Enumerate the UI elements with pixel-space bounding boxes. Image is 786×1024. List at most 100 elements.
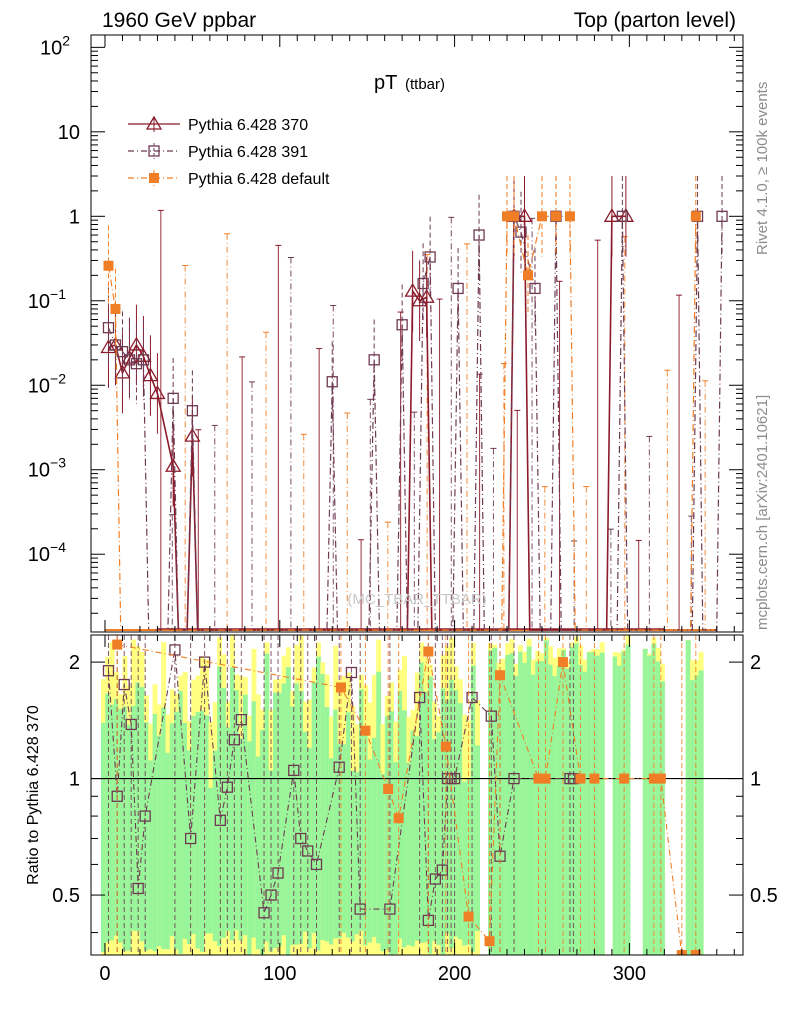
green-band bbox=[526, 646, 532, 955]
green-band bbox=[126, 724, 132, 951]
data-point bbox=[116, 345, 129, 358]
green-band bbox=[307, 747, 313, 949]
ratio-point bbox=[118, 678, 130, 691]
green-band bbox=[350, 770, 356, 942]
data-point bbox=[529, 282, 541, 295]
green-band bbox=[152, 714, 158, 952]
green-band bbox=[647, 655, 652, 955]
green-band bbox=[518, 651, 523, 955]
green-band bbox=[406, 762, 412, 946]
x-tick-label: 200 bbox=[438, 963, 471, 985]
ratio-point bbox=[139, 810, 151, 822]
series-line bbox=[108, 215, 626, 631]
ratio-point bbox=[302, 845, 314, 857]
data-point bbox=[603, 208, 621, 222]
green-band bbox=[569, 647, 575, 955]
y-tick-label: 10−2 bbox=[28, 370, 66, 397]
ratio-point bbox=[258, 907, 270, 919]
green-band bbox=[174, 711, 179, 950]
green-band bbox=[191, 715, 197, 935]
ratio-uncertainty-bands bbox=[101, 635, 704, 955]
green-band bbox=[453, 689, 459, 937]
green-band bbox=[109, 704, 115, 941]
green-band bbox=[402, 710, 407, 948]
ratio-point bbox=[466, 691, 478, 704]
green-band bbox=[354, 772, 360, 935]
ratio-point bbox=[540, 773, 551, 784]
green-band bbox=[509, 653, 515, 955]
green-band bbox=[320, 674, 326, 940]
ratio-y-tick-label-right: 1 bbox=[750, 769, 761, 791]
green-band bbox=[380, 773, 386, 952]
green-band bbox=[101, 722, 106, 953]
green-band bbox=[423, 691, 429, 943]
green-band bbox=[324, 707, 330, 942]
main-plot-frame bbox=[90, 34, 744, 633]
data-point bbox=[509, 211, 520, 222]
ratio-point bbox=[485, 710, 497, 722]
ratio-point bbox=[295, 832, 307, 845]
green-band bbox=[247, 741, 253, 955]
green-band bbox=[393, 762, 399, 955]
ratio-point bbox=[440, 741, 451, 752]
ratio-point bbox=[335, 682, 346, 693]
green-band bbox=[612, 656, 618, 955]
green-band bbox=[561, 649, 566, 955]
green-band bbox=[586, 652, 592, 955]
series-line bbox=[107, 215, 697, 631]
green-band bbox=[389, 711, 394, 955]
green-band bbox=[242, 694, 248, 936]
green-band bbox=[371, 737, 377, 937]
mcplots-label: mcplots.cern.ch [arXiv:2401.10621] bbox=[754, 395, 771, 630]
data-point bbox=[123, 354, 136, 366]
ratio-point bbox=[360, 725, 371, 736]
green-band bbox=[642, 648, 648, 955]
green-band bbox=[440, 688, 446, 955]
ratio-point bbox=[265, 889, 277, 901]
green-band bbox=[505, 654, 511, 955]
green-band bbox=[367, 759, 373, 943]
data-point bbox=[326, 376, 338, 388]
green-band bbox=[144, 722, 149, 951]
ratio-point bbox=[655, 773, 666, 784]
green-band bbox=[290, 706, 296, 945]
green-band bbox=[690, 680, 695, 955]
ratio-plot-data bbox=[91, 635, 743, 955]
green-band bbox=[488, 650, 493, 955]
green-band bbox=[208, 787, 214, 934]
green-band bbox=[131, 705, 136, 931]
data-point bbox=[452, 282, 464, 295]
ratio-point bbox=[228, 734, 240, 746]
green-band bbox=[161, 707, 167, 950]
chart-title-sub: (ttbar) bbox=[405, 76, 445, 93]
green-band bbox=[617, 665, 622, 955]
data-point bbox=[564, 211, 575, 222]
green-band bbox=[556, 665, 562, 955]
data-point bbox=[550, 211, 561, 222]
legend-label: Pythia 6.428 391 bbox=[188, 144, 308, 161]
ratio-point bbox=[413, 691, 426, 704]
green-band bbox=[195, 711, 201, 949]
green-band bbox=[187, 750, 192, 945]
ratio-y-tick-label: 2 bbox=[69, 652, 80, 674]
green-band bbox=[273, 692, 278, 949]
green-band bbox=[625, 644, 631, 955]
green-band bbox=[212, 750, 218, 942]
green-band bbox=[565, 668, 571, 955]
y-tick-label: 102 bbox=[40, 32, 70, 59]
ratio-point bbox=[484, 936, 495, 947]
legend: Pythia 6.428 370 Pythia 6.428 391 Pythia 6… bbox=[128, 115, 330, 188]
ratio-point bbox=[272, 867, 284, 879]
data-point bbox=[404, 282, 421, 297]
x-tick-label: 0 bbox=[99, 963, 110, 985]
ratio-series-line bbox=[117, 644, 696, 955]
rivet-version-label: Rivet 4.1.0, ≥ 100k events bbox=[754, 82, 771, 255]
green-band bbox=[217, 666, 222, 947]
green-band bbox=[316, 656, 321, 951]
ratio-point bbox=[423, 646, 434, 657]
green-band bbox=[548, 664, 554, 955]
ratio-point bbox=[384, 903, 396, 915]
data-point bbox=[142, 367, 159, 382]
green-band bbox=[221, 687, 227, 938]
